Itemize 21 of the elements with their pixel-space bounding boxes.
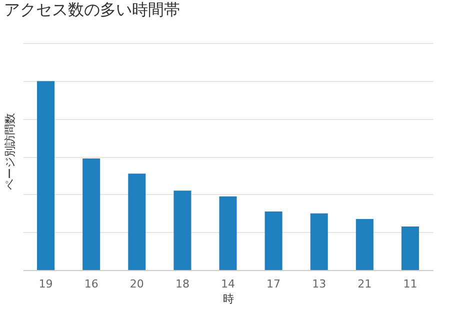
bar <box>174 190 192 270</box>
bar <box>82 158 100 270</box>
bar <box>356 219 374 270</box>
bar <box>219 196 237 270</box>
x-tick-label: 19 <box>38 278 53 290</box>
x-tick-label: 11 <box>403 278 418 290</box>
x-tick-label: 16 <box>84 278 98 290</box>
x-tick-label: 14 <box>221 278 235 290</box>
x-axis-title: 時 <box>223 292 234 306</box>
bar <box>401 226 419 270</box>
bar <box>310 213 328 270</box>
x-tick-label: 20 <box>130 278 144 290</box>
x-tick-label: 18 <box>175 278 190 290</box>
x-tick-label: 13 <box>312 278 326 290</box>
y-axis-title: ページ別訪問数 <box>4 113 16 190</box>
x-tick-label: 17 <box>266 278 281 290</box>
bar <box>264 211 282 270</box>
bar <box>37 81 55 270</box>
chart-title: アクセス数の多い時間帯 <box>4 0 180 19</box>
x-tick-label: 21 <box>358 278 372 290</box>
bar <box>128 174 146 270</box>
